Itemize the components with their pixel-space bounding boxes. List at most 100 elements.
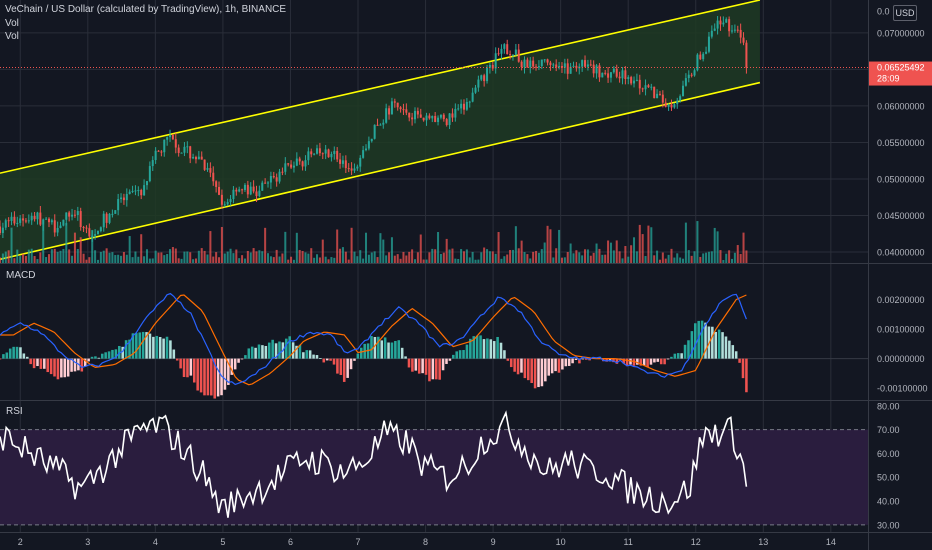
candle-body xyxy=(71,214,74,217)
volume-bar xyxy=(50,249,53,263)
candle-body xyxy=(226,202,229,205)
volume-bar xyxy=(664,258,667,263)
volume-bar xyxy=(745,250,748,263)
macd-histogram-bar xyxy=(465,344,469,359)
candle-body xyxy=(108,213,111,223)
candle-body xyxy=(339,159,342,164)
macd-pane xyxy=(0,292,868,399)
macd-histogram-bar xyxy=(455,351,458,359)
volume-bar xyxy=(710,251,713,263)
volume-bar xyxy=(318,257,321,263)
candle-body xyxy=(382,122,385,125)
volume-bar xyxy=(287,259,290,263)
macd-histogram-bar xyxy=(70,358,73,372)
macd-histogram-bar xyxy=(547,358,551,376)
volume-bar xyxy=(434,249,437,263)
macd-histogram-bar xyxy=(561,358,564,370)
candle-body xyxy=(19,218,22,223)
macd-histogram-bar xyxy=(87,358,90,362)
volume-bar xyxy=(491,251,494,263)
volume-bar xyxy=(73,232,76,263)
candle-body xyxy=(699,54,702,60)
macd-histogram-bar xyxy=(574,358,578,360)
candle-body xyxy=(442,114,445,120)
macd-histogram-bar xyxy=(278,341,281,359)
volume-bar xyxy=(249,252,252,263)
candle-body xyxy=(497,53,500,55)
volume-bar xyxy=(509,249,512,263)
macd-histogram-bar xyxy=(448,358,452,361)
volume-bar xyxy=(488,251,491,263)
candle-body xyxy=(223,204,226,206)
macd-histogram-bar xyxy=(312,354,315,359)
volume-bar xyxy=(416,252,419,263)
macd-histogram-bar xyxy=(509,358,513,368)
candle-body xyxy=(272,176,275,178)
time-label-9: 9 xyxy=(491,537,496,547)
volume-bar xyxy=(696,221,699,263)
volume-bar xyxy=(220,226,223,263)
volume-legend-2[interactable]: Vol xyxy=(5,31,19,42)
candle-body xyxy=(301,161,304,167)
volume-bar xyxy=(589,255,592,263)
volume-bar xyxy=(4,251,7,263)
candle-body xyxy=(431,115,434,119)
candle-body xyxy=(607,73,610,78)
macd-histogram-bar xyxy=(387,342,390,359)
macd-histogram-bar xyxy=(605,358,608,362)
candle-body xyxy=(94,234,97,236)
volume-bar xyxy=(624,246,627,263)
macd-histogram-bar xyxy=(90,356,94,359)
candle-body xyxy=(673,104,676,108)
macd-histogram-bar xyxy=(322,358,326,363)
price-axis[interactable]: 0.00.070000000.065000000.060000000.05500… xyxy=(0,7,932,531)
volume-bar xyxy=(713,227,716,263)
candle-body xyxy=(367,141,370,149)
volume-bar xyxy=(264,227,267,263)
macd-histogram-bar xyxy=(680,353,683,359)
macd-histogram-bar xyxy=(285,338,288,359)
volume-bar xyxy=(494,253,497,263)
volume-bar xyxy=(96,259,99,263)
volume-bar xyxy=(356,256,359,263)
volume-legend[interactable]: Vol xyxy=(5,18,19,29)
volume-bar xyxy=(627,256,630,263)
candle-body xyxy=(549,62,552,66)
macd-histogram-bar xyxy=(162,338,165,359)
macd-histogram-bar xyxy=(2,354,5,359)
macd-histogram-bar xyxy=(223,358,227,390)
macd-histogram-bar xyxy=(612,358,615,363)
macd-histogram-bar xyxy=(288,336,291,359)
candle-body xyxy=(500,48,503,54)
channel-upper-line xyxy=(0,0,761,174)
candle-body xyxy=(670,104,673,108)
candle-body xyxy=(82,227,85,229)
macd-axis-label: -0.00100000 xyxy=(877,384,928,394)
candle-body xyxy=(232,189,235,200)
currency-button[interactable]: USD xyxy=(893,5,917,21)
candle-body xyxy=(85,227,88,229)
candle-body xyxy=(36,212,39,220)
macd-histogram-bar xyxy=(0,358,2,360)
time-axis[interactable]: 2 3 4 5 6 7 8 9 10 11 12 13 14 xyxy=(18,537,836,547)
volume-bar xyxy=(650,227,653,263)
candle-body xyxy=(160,151,163,153)
volume-bar xyxy=(194,258,197,263)
candle-body xyxy=(79,211,82,228)
rsi-pane xyxy=(0,410,868,526)
macd-histogram-bar xyxy=(152,336,155,359)
volume-bar xyxy=(313,257,316,263)
candle-body xyxy=(298,158,301,162)
rsi-label[interactable]: RSI xyxy=(6,406,23,417)
macd-histogram-bar xyxy=(8,348,12,359)
macd-label[interactable]: MACD xyxy=(6,270,36,281)
candle-body xyxy=(373,124,376,139)
symbol-title[interactable]: VeChain / US Dollar (calculated by Tradi… xyxy=(5,4,287,15)
volume-bar xyxy=(218,257,221,263)
macd-histogram-bar xyxy=(250,346,254,359)
macd-histogram-bar xyxy=(390,342,394,359)
volume-bar xyxy=(511,249,514,263)
price-label: 0.05000000 xyxy=(877,174,925,184)
